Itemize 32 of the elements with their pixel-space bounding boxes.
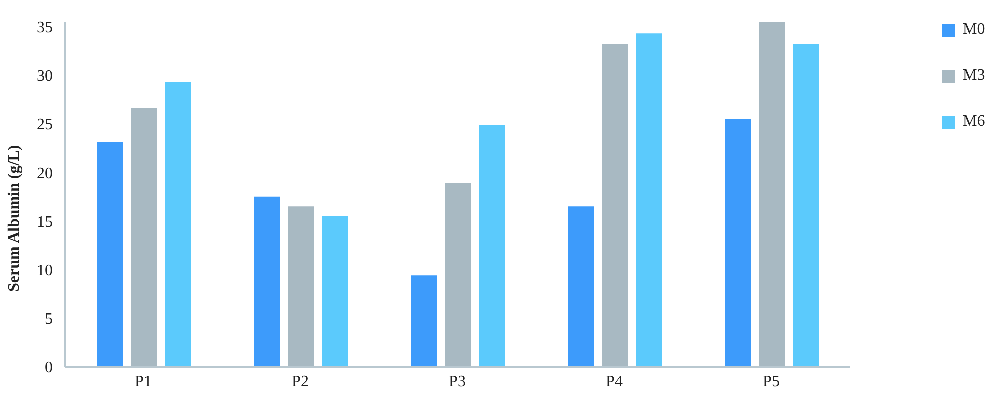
bar [793,44,819,367]
bar [445,183,471,367]
y-tick-label: 30 [37,68,53,86]
legend-label: M0 [963,21,986,39]
legend-label: M6 [963,113,986,131]
bar [725,119,751,367]
y-tick-label: 0 [45,360,53,377]
y-tick-label: 10 [37,262,53,280]
bar [97,142,123,367]
bar [411,276,437,367]
x-tick-label: P2 [292,373,309,390]
bar [165,82,191,367]
y-tick-label: 5 [45,311,53,328]
bar [131,108,157,367]
legend-label: M3 [963,67,986,85]
bar [322,216,348,367]
bar [636,34,662,367]
x-tick-label: P1 [135,373,152,390]
bar [479,125,505,367]
x-tick-label: P3 [449,373,466,390]
y-tick-label: 25 [37,116,53,134]
y-tick-label: 15 [37,214,53,231]
y-tick-label: 35 [37,20,53,37]
bar [602,44,628,367]
x-tick-label: P4 [606,373,623,390]
x-tick-label: P5 [763,373,780,390]
y-tick-label: 20 [37,165,53,182]
bar [254,196,280,367]
y-axis-title: Serum Albumin (g/L) [6,145,22,292]
bar [288,206,314,367]
bar [568,206,594,367]
bar [759,22,785,367]
